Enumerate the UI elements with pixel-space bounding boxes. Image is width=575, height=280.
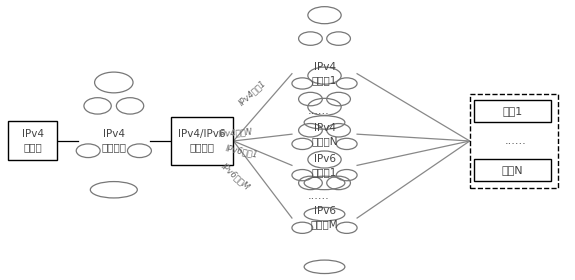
Ellipse shape [336,138,357,150]
Ellipse shape [304,260,345,274]
Text: IPv4/IPv6
翻译网关: IPv4/IPv6 翻译网关 [178,129,226,153]
Ellipse shape [76,144,100,158]
Ellipse shape [84,98,111,114]
Text: IPv4出口1: IPv4出口1 [237,79,267,108]
Ellipse shape [336,78,357,89]
Ellipse shape [95,72,133,93]
Ellipse shape [298,32,323,45]
Ellipse shape [304,207,345,221]
Ellipse shape [298,123,323,137]
Bar [470,94,558,188]
Text: IPv4出口N: IPv4出口N [218,127,252,138]
Text: IPv4
用户网络: IPv4 用户网络 [101,129,126,153]
Ellipse shape [292,169,313,181]
Ellipse shape [327,176,350,190]
Ellipse shape [292,222,313,234]
Text: IPv6
运营商M: IPv6 运营商M [310,206,338,230]
Ellipse shape [292,78,313,89]
Text: IPv6
运营商1: IPv6 运营商1 [312,154,337,177]
Ellipse shape [304,176,345,190]
Text: IPv4
客户机: IPv4 客户机 [22,129,44,153]
Text: ......: ...... [504,136,526,146]
Ellipse shape [298,92,323,106]
Text: 服务N: 服务N [502,165,523,175]
Text: 服务1: 服务1 [503,106,523,116]
Text: ......: ...... [308,191,329,200]
Bar [474,158,551,181]
Ellipse shape [336,169,357,181]
Ellipse shape [298,176,323,190]
Ellipse shape [327,92,350,106]
Bar [171,116,233,165]
Ellipse shape [327,32,350,45]
Text: IPv6出口1: IPv6出口1 [225,143,259,159]
Bar [474,100,551,122]
Text: IPv4
运营商1: IPv4 运营商1 [312,62,337,85]
Ellipse shape [308,98,341,115]
Ellipse shape [308,7,341,24]
Ellipse shape [116,98,144,114]
Text: IPv6出口M: IPv6出口M [219,161,251,192]
Bar [9,122,57,160]
Ellipse shape [327,123,350,137]
Ellipse shape [308,67,341,84]
Text: IPv4
运营商N: IPv4 运营商N [311,123,338,146]
Ellipse shape [304,116,345,129]
Ellipse shape [308,151,341,168]
Ellipse shape [128,144,151,158]
Ellipse shape [336,222,357,234]
Text: ......: ...... [308,106,329,116]
Ellipse shape [292,138,313,150]
Ellipse shape [90,181,137,198]
